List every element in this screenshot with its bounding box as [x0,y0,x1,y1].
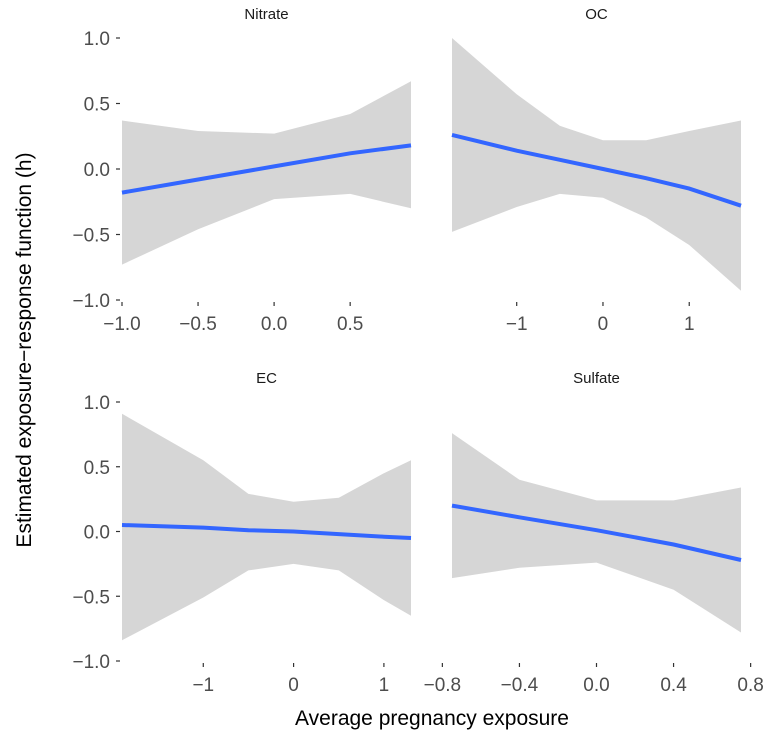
y-tick-label: 0.0 [84,160,110,181]
x-tick-label: 0.8 [737,675,763,696]
x-tick-label: 0.4 [660,675,687,696]
y-tick-label: 0.5 [84,95,110,116]
confidence-band-sulfate [452,433,741,633]
x-tick-label: −0.4 [501,675,539,696]
x-tick-label: −1.0 [103,314,141,335]
x-tick-label: 0.0 [583,675,609,696]
x-tick-label: −0.8 [424,675,462,696]
y-tick-label: 1.0 [84,393,110,414]
x-axis-title: Average pregnancy exposure [295,707,569,730]
fit-line-sulfate [451,503,742,562]
panel-title-oc: OC [585,6,608,23]
x-tick-label: 0.5 [337,314,363,335]
panel-title-ec: EC [256,370,277,387]
x-tick-label: −1 [506,314,528,335]
panel-title-nitrate: Nitrate [244,6,288,23]
x-tick-label: −1 [192,675,214,696]
fit-line-nitrate [121,143,412,195]
x-tick-label: 0.0 [261,314,287,335]
y-tick-label: −0.5 [72,226,110,247]
x-tick-label: 0 [288,675,299,696]
y-tick-label: −0.5 [72,587,110,608]
y-tick-label: −1.0 [72,291,110,312]
confidence-band-oc [452,38,741,291]
y-axis-title: Estimated exposure−response function (h) [13,152,36,547]
y-tick-label: −1.0 [72,652,110,673]
y-tick-label: 0.5 [84,458,110,479]
y-tick-label: 0.0 [84,523,110,544]
x-tick-label: 1 [684,314,695,335]
confidence-band-ec [122,413,411,641]
fit-line-ec [121,523,412,540]
y-tick-label: 1.0 [84,29,110,50]
panel-title-sulfate: Sulfate [573,370,620,387]
confidence-band-nitrate [122,81,411,265]
x-tick-label: 1 [379,675,390,696]
x-tick-label: 0 [598,314,609,335]
x-tick-label: −0.5 [179,314,217,335]
fit-line-oc [451,132,742,208]
